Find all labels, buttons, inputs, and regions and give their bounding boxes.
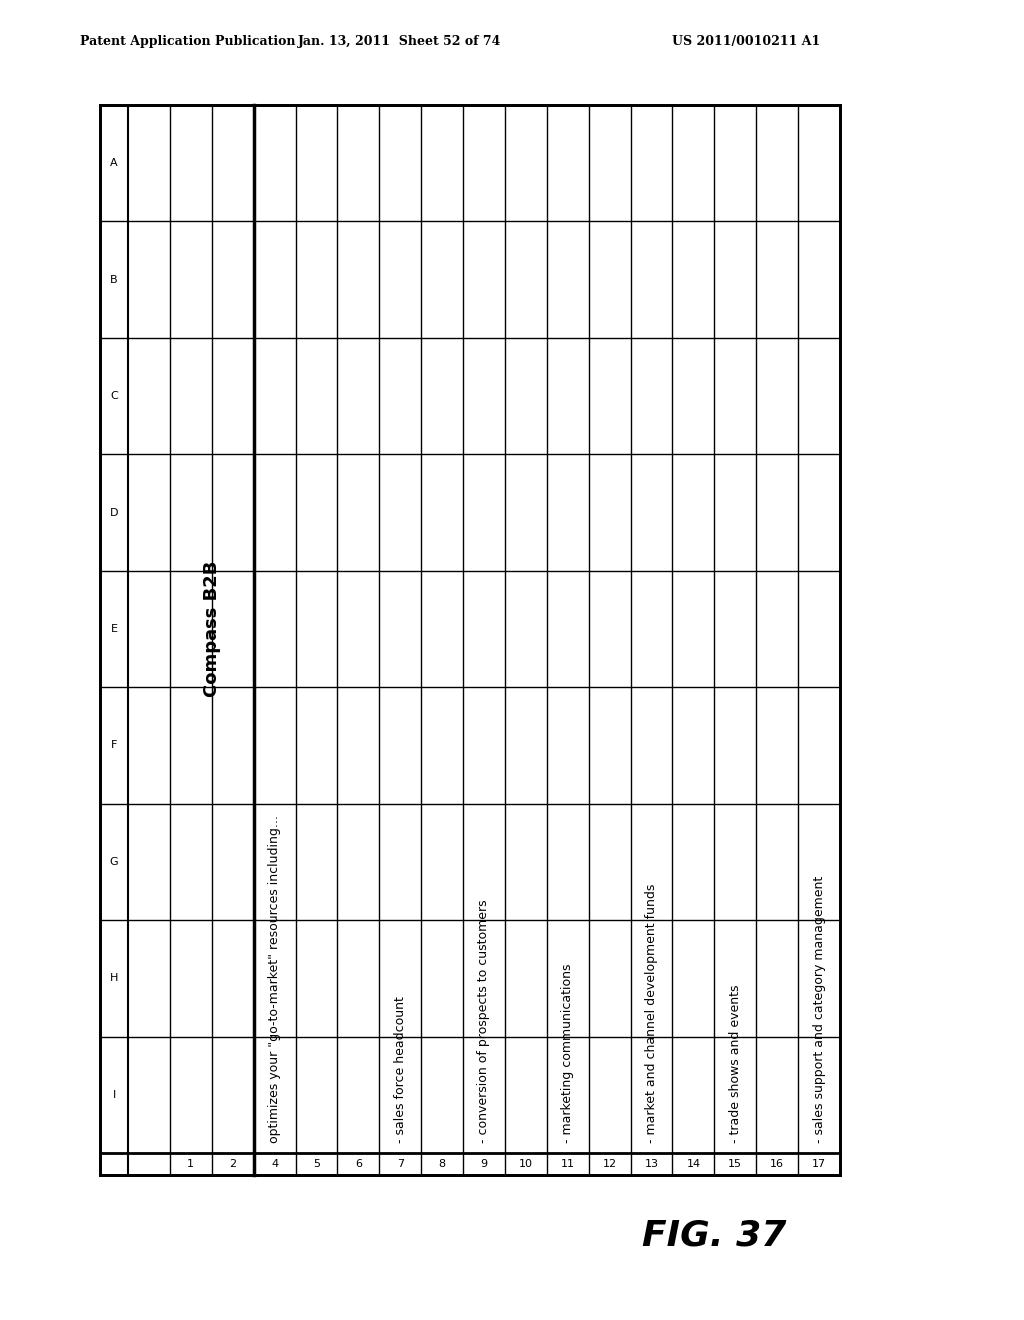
Text: Compass B2B: Compass B2B	[203, 561, 221, 697]
Text: 5: 5	[313, 1159, 319, 1170]
Text: 16: 16	[770, 1159, 784, 1170]
Text: 11: 11	[561, 1159, 574, 1170]
Text: - trade shows and events: - trade shows and events	[729, 985, 741, 1143]
Text: - conversion of prospects to customers: - conversion of prospects to customers	[477, 899, 490, 1143]
Text: - marketing communications: - marketing communications	[561, 964, 574, 1143]
Text: 17: 17	[812, 1159, 826, 1170]
Text: Jan. 13, 2011  Sheet 52 of 74: Jan. 13, 2011 Sheet 52 of 74	[298, 36, 502, 49]
Text: E: E	[111, 624, 118, 634]
Text: F: F	[111, 741, 117, 751]
Text: 10: 10	[519, 1159, 532, 1170]
Text: 14: 14	[686, 1159, 700, 1170]
Text: 1: 1	[187, 1159, 195, 1170]
Text: 13: 13	[644, 1159, 658, 1170]
Text: US 2011/0010211 A1: US 2011/0010211 A1	[672, 36, 820, 49]
Text: I: I	[113, 1090, 116, 1100]
Text: Patent Application Publication: Patent Application Publication	[80, 36, 296, 49]
Text: 8: 8	[438, 1159, 445, 1170]
Text: 2: 2	[229, 1159, 237, 1170]
Text: B: B	[111, 275, 118, 285]
Text: H: H	[110, 973, 118, 983]
Text: 12: 12	[602, 1159, 616, 1170]
Text: - sales force headcount: - sales force headcount	[394, 997, 407, 1143]
Text: 15: 15	[728, 1159, 742, 1170]
Text: - sales support and category management: - sales support and category management	[813, 875, 825, 1143]
Text: D: D	[110, 508, 118, 517]
Text: G: G	[110, 857, 119, 867]
Text: optimizes your "go-to-market" resources including...: optimizes your "go-to-market" resources …	[268, 816, 282, 1143]
Text: 7: 7	[396, 1159, 403, 1170]
Text: C: C	[111, 391, 118, 401]
Text: A: A	[111, 158, 118, 168]
Bar	[100, 106, 840, 1175]
Text: 6: 6	[355, 1159, 361, 1170]
Text: 9: 9	[480, 1159, 487, 1170]
Text: - market and channel development funds: - market and channel development funds	[645, 883, 658, 1143]
Text: 4: 4	[271, 1159, 279, 1170]
Text: FIG. 37: FIG. 37	[642, 1218, 786, 1251]
